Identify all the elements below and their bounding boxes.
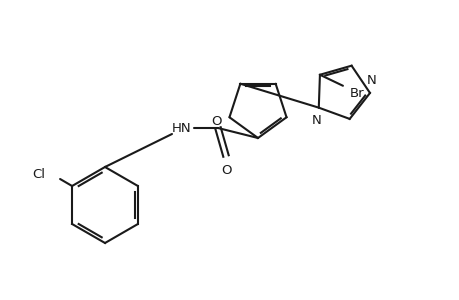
Text: O: O	[221, 164, 232, 177]
Text: N: N	[311, 114, 321, 127]
Text: O: O	[211, 115, 221, 128]
Text: Br: Br	[349, 87, 364, 100]
Text: HN: HN	[172, 122, 191, 134]
Text: Cl: Cl	[32, 167, 45, 181]
Text: N: N	[366, 74, 376, 87]
